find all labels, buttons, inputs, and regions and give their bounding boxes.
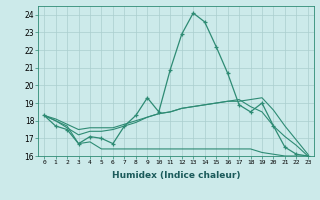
X-axis label: Humidex (Indice chaleur): Humidex (Indice chaleur) <box>112 171 240 180</box>
